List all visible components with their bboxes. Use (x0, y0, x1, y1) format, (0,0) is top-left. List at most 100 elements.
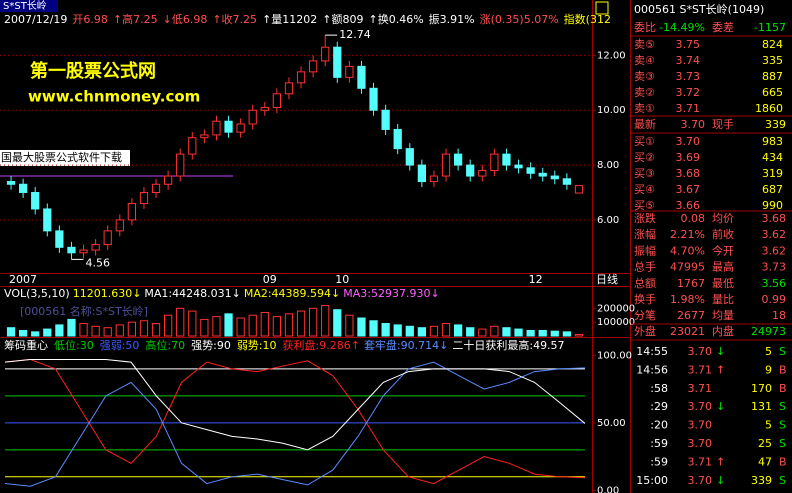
candle-body (284, 82, 294, 95)
candle-body (526, 167, 535, 174)
book-label: 买① (634, 135, 655, 148)
field-label: 分笔 (634, 308, 656, 322)
volume-bar (103, 327, 112, 337)
candle-body (91, 244, 100, 251)
volume-bar (6, 327, 16, 337)
candle-body (417, 164, 426, 183)
candle-body (236, 123, 245, 133)
field-value: 3.62 (762, 244, 787, 257)
volume-bar (321, 305, 330, 337)
candle-body (31, 191, 40, 210)
volume-bar (454, 324, 463, 337)
x-tick-label: 12 (529, 273, 543, 286)
candle-body (43, 208, 52, 232)
candle-body (550, 175, 559, 180)
field-label: 均量 (712, 309, 734, 322)
header-item: MA1:44248.031↓ (144, 287, 240, 300)
candle-body (55, 230, 64, 248)
field-value: 3.73 (762, 261, 787, 274)
volume-bar (91, 325, 100, 337)
tick-volume: 339 (751, 474, 772, 487)
volume-bar (31, 331, 40, 337)
tick-time: 15:00 (636, 474, 668, 487)
book-price: 3.70 (676, 135, 701, 148)
tick-time: :20 (650, 419, 668, 432)
book-volume: 824 (762, 38, 783, 51)
candle-body (490, 153, 499, 172)
header-item: 2007/12/19 (4, 13, 67, 26)
y-tick-label: 100.00 (597, 350, 632, 361)
volume-bar (441, 323, 451, 337)
tick-arrow: ↓ (716, 400, 725, 413)
candle-body (200, 134, 209, 139)
field-label: 总手 (634, 260, 656, 274)
candle-body (188, 137, 197, 155)
candle-body (574, 185, 584, 194)
book-volume: 1860 (755, 102, 783, 115)
candle-body (224, 120, 233, 133)
candle-body (321, 46, 330, 62)
candle-body (393, 128, 402, 150)
volume-bar (490, 325, 499, 337)
tick-side: B (779, 382, 787, 395)
book-price: 3.68 (676, 167, 701, 180)
header-item: 涨(0.35)5.07% (480, 13, 559, 26)
header-item: ↑高7.25 (113, 12, 158, 26)
y-tick-label: 0.00 (597, 485, 619, 493)
field-label: 委差 (712, 20, 734, 34)
period-label: 日线 (596, 272, 618, 286)
volume-bar (151, 323, 161, 337)
y-tick-label: 8.00 (597, 160, 619, 171)
volume-bar (369, 320, 378, 337)
header-item: ↑量11202 (262, 13, 317, 26)
volume-bar (164, 314, 173, 337)
tick-time: :59 (650, 455, 668, 468)
tick-time: :59 (650, 437, 668, 450)
tick-price: 3.71 (688, 363, 713, 376)
tick-side: S (779, 400, 786, 413)
tick-side: B (779, 455, 787, 468)
y-tick-label: 12.00 (597, 50, 626, 61)
volume-bar (550, 330, 559, 337)
tick-volume: 131 (751, 400, 772, 413)
header-item: ↓低6.98 (163, 13, 208, 26)
volume-bar (19, 329, 28, 337)
tick-volume: 25 (758, 437, 772, 450)
book-label: 买② (634, 151, 655, 164)
candle-body (345, 65, 354, 78)
book-volume: 434 (762, 151, 783, 164)
candle-body (357, 65, 366, 89)
volume-bar (127, 321, 136, 337)
book-label: 买⑤ (634, 199, 655, 212)
candle-body (103, 230, 112, 246)
field-value: 3.68 (762, 212, 787, 225)
annotation: 12.74 (339, 28, 371, 41)
volume-bar (67, 318, 76, 337)
candle-body (6, 181, 16, 185)
volume-bar (284, 313, 294, 337)
field-value: 3.56 (762, 277, 787, 290)
tick-price: 3.71 (688, 455, 713, 468)
book-price: 3.73 (676, 70, 701, 83)
legend-item: 强弱:50 (100, 339, 140, 352)
volume-bar (538, 329, 547, 337)
book-volume: 687 (762, 183, 783, 196)
volume-bar (514, 328, 523, 337)
book-label: 卖④ (634, 54, 655, 67)
volume-bar (212, 316, 221, 337)
legend-item: 低位:30 (54, 338, 94, 352)
field-label: 振幅 (634, 243, 656, 257)
field-value: 3.70 (681, 118, 706, 131)
tick-arrow: ↑ (716, 455, 725, 468)
book-price: 3.71 (676, 102, 701, 115)
field-label: 最低 (712, 277, 734, 290)
volume-bar (260, 311, 269, 337)
candle-body (248, 109, 257, 125)
lock-icon[interactable] (595, 1, 609, 15)
volume-bar (224, 313, 233, 337)
volume-bar (333, 309, 342, 337)
candle-body (369, 87, 378, 111)
candle-body (151, 183, 161, 193)
header-item: ↑收7.25 (212, 12, 257, 26)
candle-body (538, 172, 547, 177)
